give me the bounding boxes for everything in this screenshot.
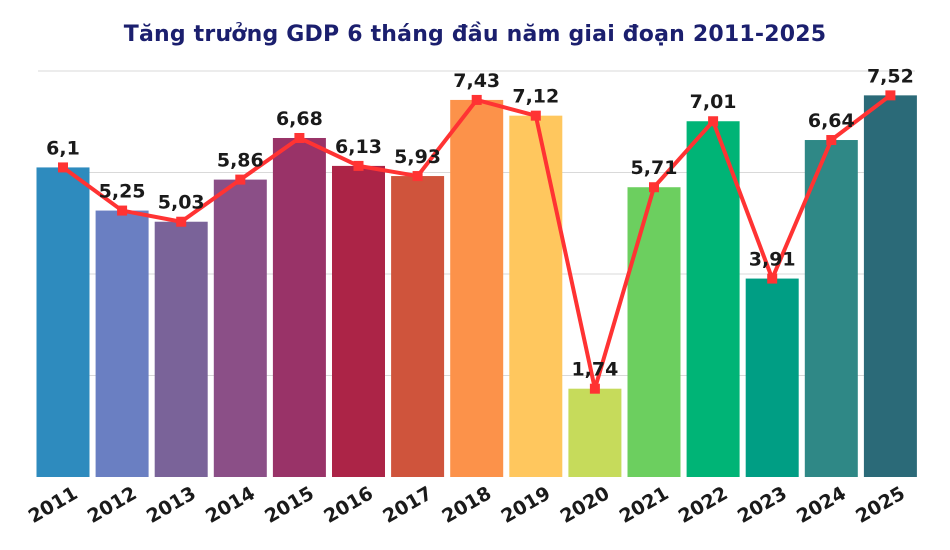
- bars: [36, 95, 917, 478]
- value-labels: 6,1 5,25 5,03 5,86 6,68 6,13 5,93 7,43 7,12 1,74 5…: [46, 65, 914, 380]
- x-label-2016: 2016: [320, 482, 377, 527]
- value-label-2012: 5,25: [99, 181, 146, 203]
- bar-2017: [391, 176, 445, 478]
- value-label-2022: 7,01: [690, 91, 737, 113]
- x-axis-labels: 2011 2012 2013 2014 2015 2016 2017 2018 2019 2020…: [25, 482, 909, 527]
- marker-2012: [117, 205, 128, 216]
- bar-2012: [95, 210, 149, 477]
- value-label-2023: 3,91: [749, 249, 796, 271]
- marker-2019: [530, 110, 541, 121]
- x-label-2012: 2012: [84, 482, 141, 527]
- marker-2020: [589, 383, 600, 394]
- bar-2025: [863, 95, 917, 478]
- value-label-2015: 6,68: [276, 108, 323, 130]
- x-label-2018: 2018: [438, 482, 495, 527]
- x-label-2014: 2014: [202, 482, 259, 527]
- marker-2011: [58, 162, 68, 173]
- value-label-2013: 5,03: [158, 192, 205, 214]
- x-label-2021: 2021: [616, 482, 673, 527]
- value-label-2011: 6,1: [46, 137, 80, 159]
- value-label-2018: 7,43: [453, 70, 500, 92]
- bar-2024: [804, 140, 858, 477]
- line-markers: [58, 90, 896, 394]
- bar-2019: [509, 115, 563, 477]
- bar-2014: [213, 179, 267, 478]
- value-label-2024: 6,64: [808, 110, 855, 132]
- marker-2025: [885, 90, 896, 101]
- value-label-2014: 5,86: [217, 150, 264, 172]
- marker-2015: [294, 132, 305, 143]
- marker-2014: [235, 174, 246, 185]
- marker-2024: [826, 135, 837, 146]
- x-label-2015: 2015: [261, 482, 318, 527]
- marker-2023: [767, 273, 778, 284]
- bar-2022: [686, 121, 740, 478]
- x-label-2022: 2022: [675, 482, 732, 527]
- value-label-2017: 5,93: [394, 146, 441, 168]
- bar-2011: [36, 167, 90, 478]
- bar-2023: [745, 278, 799, 477]
- marker-2022: [708, 116, 719, 127]
- value-label-2025: 7,52: [867, 65, 914, 87]
- x-label-2023: 2023: [734, 482, 791, 527]
- chart-title: Tăng trưởng GDP 6 tháng đầu năm giai đoạ…: [123, 22, 827, 47]
- marker-2017: [412, 171, 423, 182]
- marker-2021: [649, 182, 659, 193]
- x-label-2013: 2013: [143, 482, 200, 527]
- value-label-2016: 6,13: [335, 136, 382, 158]
- value-label-2019: 7,12: [512, 86, 559, 108]
- marker-2016: [353, 160, 364, 171]
- x-label-2024: 2024: [793, 482, 850, 527]
- bar-2013: [154, 221, 208, 477]
- marker-2013: [176, 216, 187, 227]
- bar-2018: [450, 99, 504, 478]
- x-label-2019: 2019: [497, 482, 554, 527]
- x-label-2011: 2011: [25, 482, 82, 527]
- bar-2016: [332, 165, 385, 477]
- value-label-2021: 5,71: [631, 157, 678, 179]
- marker-2018: [471, 94, 482, 105]
- bar-2015: [272, 137, 326, 478]
- bar-2021: [627, 187, 681, 477]
- bar-2020: [568, 388, 622, 477]
- x-label-2025: 2025: [852, 482, 909, 527]
- x-label-2017: 2017: [379, 482, 436, 527]
- value-label-2020: 1,74: [571, 359, 618, 381]
- x-label-2020: 2020: [557, 482, 614, 527]
